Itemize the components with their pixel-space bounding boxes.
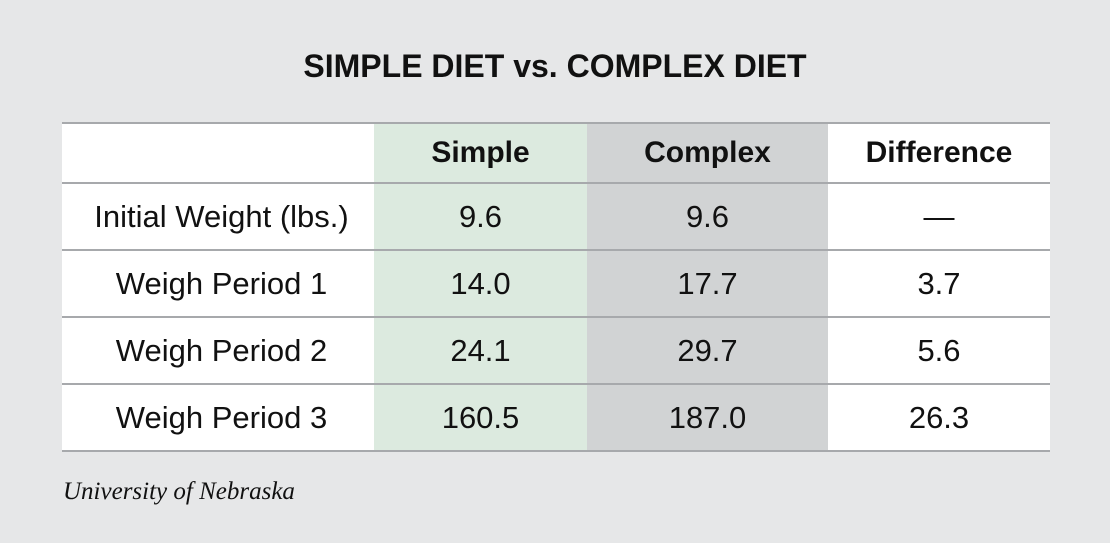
complex-value-cell: 9.6 [587,182,828,251]
difference-value-cell: 26.3 [828,383,1050,452]
complex-value-cell: 17.7 [587,249,828,318]
table-row: Initial Weight (lbs.) 9.6 9.6 — [62,182,1050,251]
header-cell-difference: Difference [828,122,1050,184]
header-cell-simple: Simple [374,122,587,184]
simple-value-cell: 160.5 [374,383,587,452]
difference-value-cell: — [828,182,1050,251]
source-credit: University of Nebraska [63,478,295,505]
row-label: Initial Weight (lbs.) [62,182,374,251]
simple-value-cell: 24.1 [374,316,587,385]
table-row: Weigh Period 1 14.0 17.7 3.7 [62,249,1050,318]
simple-value-cell: 14.0 [374,249,587,318]
row-label: Weigh Period 3 [62,383,374,452]
header-cell-complex: Complex [587,122,828,184]
table-header-row: Simple Complex Difference [62,122,1050,184]
row-label: Weigh Period 1 [62,249,374,318]
complex-value-cell: 29.7 [587,316,828,385]
simple-value-cell: 9.6 [374,182,587,251]
diet-comparison-table: Simple Complex Difference Initial Weight… [62,122,1050,452]
complex-value-cell: 187.0 [587,383,828,452]
table-row: Weigh Period 3 160.5 187.0 26.3 [62,383,1050,452]
difference-value-cell: 3.7 [828,249,1050,318]
header-cell-blank [62,122,374,184]
table-row: Weigh Period 2 24.1 29.7 5.6 [62,316,1050,385]
chart-title: SIMPLE DIET vs. COMPLEX DIET [303,48,807,84]
difference-value-cell: 5.6 [828,316,1050,385]
row-label: Weigh Period 2 [62,316,374,385]
